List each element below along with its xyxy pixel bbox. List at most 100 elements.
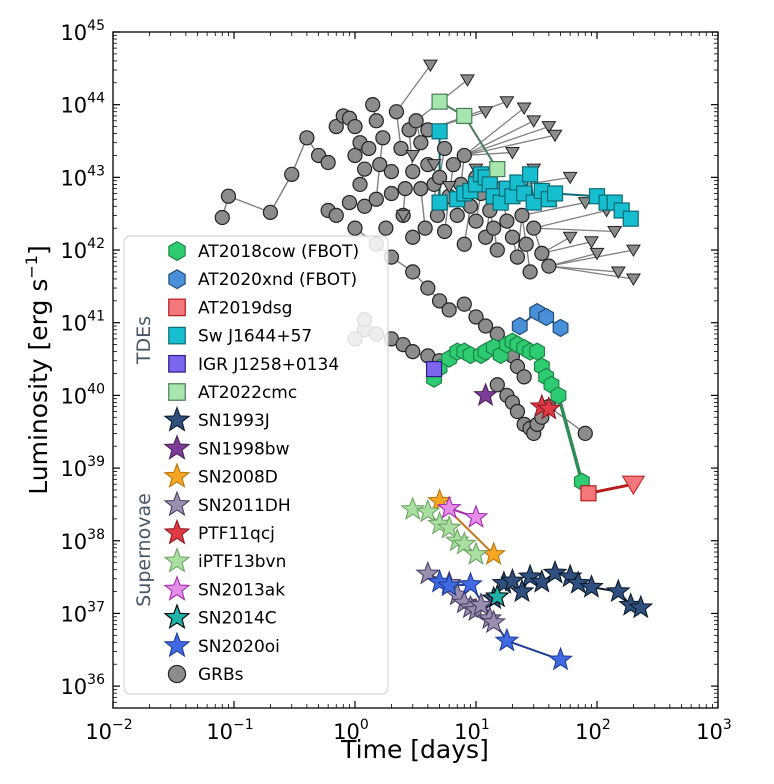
- legend-label-igr-j1258-0134: IGR J1258+0134: [198, 355, 339, 375]
- at2020xnd-point: [538, 307, 555, 327]
- x-axis-label: Time [days]: [340, 735, 489, 764]
- grbs-point: [468, 213, 484, 229]
- y-tick-label: 1043: [60, 163, 105, 190]
- plot-frame: [112, 31, 719, 709]
- grbs-point: [378, 220, 394, 236]
- grb-limit-connector: [548, 249, 634, 267]
- igr-j1258-0134-point: [425, 361, 443, 378]
- grbs-point: [320, 154, 336, 171]
- grb-limit-connector: [533, 227, 615, 233]
- sn1993j-point: [500, 567, 525, 592]
- at2018cow-decline-line: [556, 394, 584, 483]
- grbs-point: [534, 245, 550, 261]
- y-tick-label: 1036: [60, 672, 105, 699]
- y-tick-label: 1040: [60, 381, 105, 408]
- legend-label-sn2014c: SN2014C: [198, 609, 277, 629]
- legend-marker-iptf13bvn: [163, 547, 191, 573]
- y-tick-label: 1039: [60, 454, 105, 481]
- grbs-point: [393, 140, 409, 157]
- x-tick-label: 10−1: [206, 717, 253, 744]
- grbs-point: [526, 220, 542, 236]
- sn2011dh-point: [415, 560, 441, 585]
- grbs-upper-limit: [395, 209, 411, 223]
- sw-j1644-57-point: [622, 210, 639, 227]
- grbs-point: [518, 236, 534, 252]
- grbs-point: [477, 318, 494, 334]
- grbs-point: [347, 220, 363, 236]
- at2019dsg-point: [580, 485, 597, 502]
- grbs-point: [420, 280, 436, 296]
- grbs-point: [456, 296, 472, 312]
- y-tick-label: 1041: [60, 309, 105, 336]
- legend-marker-sw-j1644-57: [168, 326, 186, 345]
- iptf13bvn-point: [436, 514, 462, 539]
- grbs-point: [431, 293, 448, 309]
- grbs-point: [328, 118, 344, 135]
- grbs-point: [383, 185, 400, 202]
- grbs-point: [417, 220, 433, 236]
- grbs-point: [405, 344, 421, 360]
- grb-limit-connector: [548, 265, 619, 273]
- x-tick-label: 10−2: [85, 717, 132, 744]
- at2020xnd-point: [511, 316, 528, 336]
- grbs-upper-limit: [607, 226, 623, 239]
- sn1993j-point: [542, 559, 568, 584]
- grbs-point: [262, 204, 279, 220]
- sn2013ak-point: [436, 495, 462, 519]
- sn1993j-point: [605, 578, 631, 603]
- at2020xnd-point: [552, 318, 569, 338]
- legend-label-at2022cmc: AT2022cmc: [198, 383, 297, 403]
- grbs-point: [522, 264, 538, 280]
- legend-label-at2020xnd: AT2020xnd (FBOT): [198, 270, 357, 290]
- grbs-point: [516, 369, 532, 385]
- legend-label-iptf13bvn: iPTF13bvn: [198, 552, 286, 572]
- grbs-upper-limit: [610, 266, 626, 279]
- grbs-upper-limit: [562, 231, 578, 245]
- sw-j1644-57-point: [546, 185, 564, 202]
- at2018cow-point: [550, 386, 567, 405]
- grbs-point: [445, 156, 461, 173]
- legend-group-supernovae: Supernovae: [133, 493, 155, 607]
- sn2013ak-point: [463, 504, 489, 528]
- grbs-upper-limit: [441, 180, 457, 194]
- grbs-point: [299, 130, 315, 146]
- legend-marker-at2018cow: [168, 241, 186, 262]
- iptf13bvn-point: [415, 498, 441, 523]
- at2022cmc-point: [489, 160, 506, 178]
- sw-j1644-57-point: [431, 194, 448, 211]
- grbs-point: [405, 264, 421, 280]
- at2022cmc-point: [431, 93, 448, 110]
- grbs-point: [408, 113, 424, 129]
- grbs-point: [383, 163, 400, 180]
- iptf13bvn-point: [451, 531, 477, 555]
- legend-label-sn1993j: SN1993J: [198, 411, 270, 431]
- grbs-point: [436, 223, 453, 240]
- legend-marker-grbs: [167, 664, 187, 684]
- grbs-point: [405, 163, 421, 180]
- legend-marker-sn2008d: [163, 462, 191, 489]
- y-tick-label: 1037: [60, 599, 105, 626]
- grbs-point: [397, 180, 413, 197]
- grbs-upper-limit: [504, 147, 520, 160]
- legend-marker-sn1998bw: [163, 434, 191, 460]
- grbs-point: [509, 403, 526, 420]
- grbs-point: [514, 207, 530, 223]
- sn1993j-point: [565, 570, 591, 594]
- legend-label-at2018cow: AT2018cow (FBOT): [198, 242, 359, 262]
- grbs-point: [368, 191, 384, 207]
- grbs-point: [388, 104, 405, 120]
- y-tick-label: 1045: [60, 18, 105, 45]
- legend-label-sn2020oi: SN2020oi: [198, 637, 280, 657]
- grbs-point: [214, 209, 230, 226]
- sw-j1644-57-point: [431, 123, 448, 140]
- ptf11qcj-point: [536, 395, 562, 420]
- grbs-point: [486, 220, 502, 236]
- sn2011dh-point: [481, 609, 507, 634]
- sw-j1644-57-point: [522, 166, 539, 183]
- grbs-upper-limit: [577, 197, 593, 210]
- legend-marker-at2019dsg: [168, 298, 186, 317]
- legend-marker-at2022cmc: [168, 383, 186, 401]
- grbs-point: [413, 180, 429, 197]
- at2018cow-point: [529, 342, 546, 361]
- grbs-point: [375, 130, 391, 146]
